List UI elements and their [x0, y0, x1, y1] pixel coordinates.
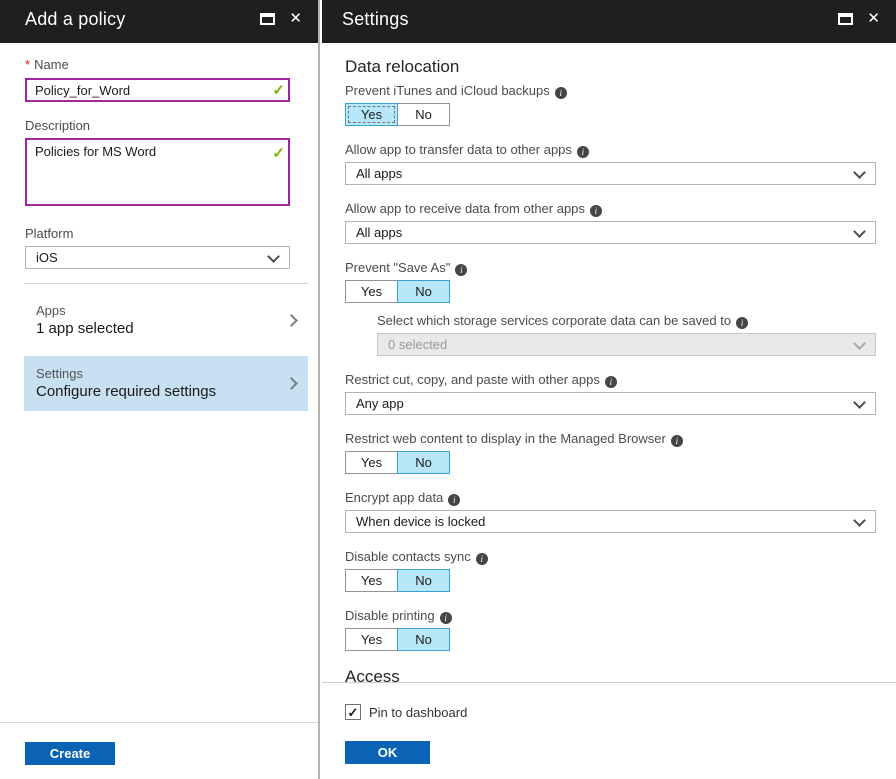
blade-title-add-policy: Add a policy — [25, 9, 126, 29]
add-policy-blade: Add a policy *Name Description Policies … — [0, 0, 320, 779]
info-icon[interactable] — [439, 612, 452, 624]
platform-dropdown[interactable]: iOS — [25, 246, 290, 269]
encrypt-app-data-dropdown[interactable]: When device is locked — [345, 510, 876, 533]
field-label: Prevent "Save As" — [345, 260, 876, 276]
toggle-no-button[interactable]: No — [397, 280, 450, 303]
close-icon[interactable] — [289, 11, 302, 26]
toggle-no-button[interactable]: No — [397, 628, 450, 651]
required-asterisk: * — [25, 57, 31, 72]
section-data-relocation: Data relocation — [345, 57, 460, 76]
maximize-icon[interactable] — [838, 12, 854, 25]
toggle-no-button[interactable]: No — [397, 103, 450, 126]
info-icon[interactable] — [736, 317, 749, 329]
valid-check-icon — [272, 81, 285, 99]
info-icon[interactable] — [475, 553, 488, 565]
field-label: Allow app to receive data from other app… — [345, 201, 876, 217]
cut-copy-paste-dropdown[interactable]: Any app — [345, 392, 876, 415]
info-icon[interactable] — [670, 435, 683, 447]
divider — [24, 283, 308, 284]
field-label: Encrypt app data — [345, 490, 876, 506]
pin-to-dashboard-row[interactable]: Pin to dashboard — [345, 704, 467, 720]
field-label: Select which storage services corporate … — [377, 313, 876, 329]
close-icon[interactable] — [867, 11, 880, 26]
storage-services-dropdown: 0 selected — [377, 333, 876, 356]
info-icon[interactable] — [554, 87, 567, 99]
info-icon[interactable] — [448, 494, 461, 506]
info-icon[interactable] — [455, 264, 468, 276]
chevron-right-icon — [285, 314, 298, 327]
receive-data-dropdown[interactable]: All apps — [345, 221, 876, 244]
description-label: Description — [25, 118, 91, 133]
toggle-yes-button[interactable]: Yes — [345, 451, 398, 474]
toggle-yes-button[interactable]: Yes — [345, 569, 398, 592]
settings-header: Settings — [322, 0, 896, 43]
section-access: Access — [345, 667, 400, 686]
apps-row-value: 1 app selected — [36, 320, 134, 337]
chevron-right-icon — [285, 377, 298, 390]
settings-row[interactable]: Settings Configure required settings — [24, 356, 308, 411]
settings-row-value: Configure required settings — [36, 383, 217, 400]
pin-to-dashboard-label: Pin to dashboard — [369, 704, 468, 720]
divider — [322, 682, 896, 683]
divider — [0, 722, 318, 723]
toggle-yes-button[interactable]: Yes — [345, 280, 398, 303]
toggle-disable-contacts-sync: Yes No — [345, 569, 450, 592]
toggle-prevent-save-as: Yes No — [345, 280, 450, 303]
platform-label: Platform — [25, 226, 74, 241]
name-input[interactable] — [25, 78, 290, 102]
ok-button[interactable]: OK — [345, 741, 430, 764]
toggle-no-button[interactable]: No — [397, 569, 450, 592]
toggle-disable-printing: Yes No — [345, 628, 450, 651]
settings-blade: Settings Data relocation Prevent iTunes … — [322, 0, 896, 779]
field-label: Restrict cut, copy, and paste with other… — [345, 372, 876, 388]
platform-value: iOS — [36, 250, 58, 265]
description-input[interactable]: Policies for MS Word — [25, 138, 290, 206]
maximize-icon[interactable] — [260, 12, 276, 25]
add-policy-header: Add a policy — [0, 0, 318, 43]
toggle-yes-button[interactable]: Yes — [345, 628, 398, 651]
info-icon[interactable] — [576, 146, 589, 158]
toggle-prevent-itunes-icloud-backups: Yes No — [345, 103, 450, 126]
create-button[interactable]: Create — [25, 742, 115, 765]
field-label: Disable printing — [345, 608, 876, 624]
pin-to-dashboard-checkbox[interactable] — [345, 704, 361, 720]
field-label: Disable contacts sync — [345, 549, 876, 565]
blade-title-settings: Settings — [342, 9, 409, 29]
name-label: * Name — [25, 57, 69, 72]
field-label: Restrict web content to display in the M… — [345, 431, 876, 447]
valid-check-icon — [272, 144, 285, 162]
apps-row[interactable]: Apps 1 app selected — [24, 293, 308, 348]
transfer-data-dropdown[interactable]: All apps — [345, 162, 876, 185]
settings-row-label: Settings — [36, 366, 83, 381]
toggle-yes-button[interactable]: Yes — [345, 103, 398, 126]
toggle-restrict-web-content: Yes No — [345, 451, 450, 474]
info-icon[interactable] — [589, 205, 602, 217]
info-icon[interactable] — [604, 376, 617, 388]
field-label: Allow app to transfer data to other apps — [345, 142, 876, 158]
field-label: Prevent iTunes and iCloud backups — [345, 83, 876, 99]
toggle-no-button[interactable]: No — [397, 451, 450, 474]
apps-row-label: Apps — [36, 303, 66, 318]
